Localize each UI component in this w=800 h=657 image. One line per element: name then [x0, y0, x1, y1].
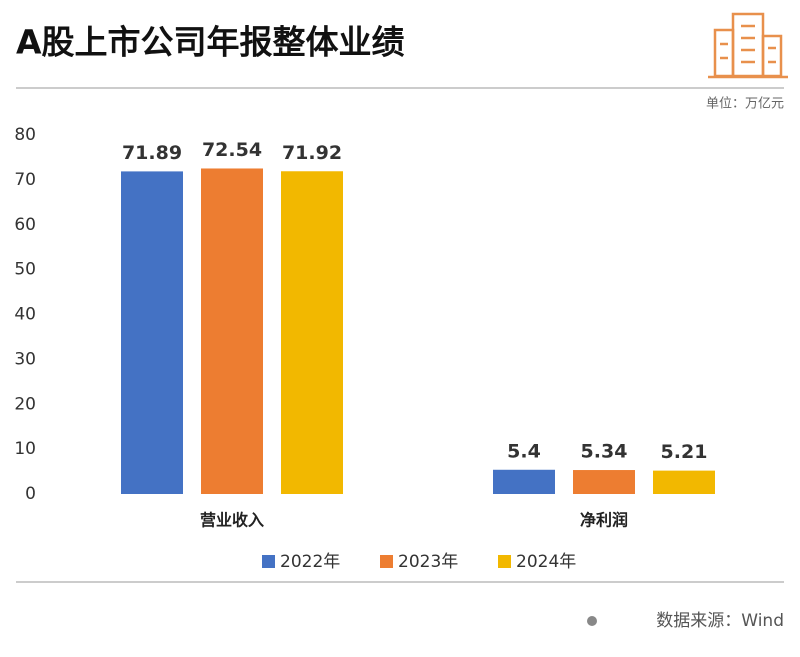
x-tick-label: 营业收入: [200, 511, 264, 530]
legend-label: 2024年: [516, 552, 576, 572]
value-label: 5.21: [661, 441, 708, 463]
y-tick-label: 40: [14, 305, 36, 325]
y-tick-label: 0: [25, 484, 36, 504]
legend-swatch: [380, 555, 393, 568]
legend-label: 2022年: [280, 552, 340, 572]
bar: [573, 470, 635, 494]
y-tick-label: 80: [14, 125, 36, 145]
bar: [493, 469, 555, 494]
value-label: 72.54: [202, 139, 262, 161]
y-tick-label: 30: [14, 349, 36, 369]
legend-swatch: [498, 555, 511, 568]
chart-title: A股上市公司年报整体业绩: [16, 23, 405, 62]
y-tick-label: 70: [14, 170, 36, 190]
value-label: 5.4: [507, 440, 541, 462]
unit-label: 单位：万亿元: [706, 97, 784, 112]
bar: [281, 171, 343, 494]
value-label: 5.34: [581, 441, 628, 463]
bar: [201, 168, 263, 494]
bar: [653, 470, 715, 494]
legend-swatch: [262, 555, 275, 568]
legend-label: 2023年: [398, 552, 458, 572]
y-tick-label: 50: [14, 260, 36, 280]
value-label: 71.89: [122, 142, 182, 164]
y-tick-label: 60: [14, 215, 36, 235]
source: 数据来源：Wind: [656, 611, 784, 631]
bar: [121, 171, 183, 495]
y-tick-label: 10: [14, 439, 36, 459]
value-label: 71.92: [282, 142, 342, 164]
source-dot: [587, 616, 597, 626]
y-tick-label: 20: [14, 394, 36, 414]
building-icon: [708, 12, 788, 79]
x-tick-label: 净利润: [580, 511, 628, 530]
